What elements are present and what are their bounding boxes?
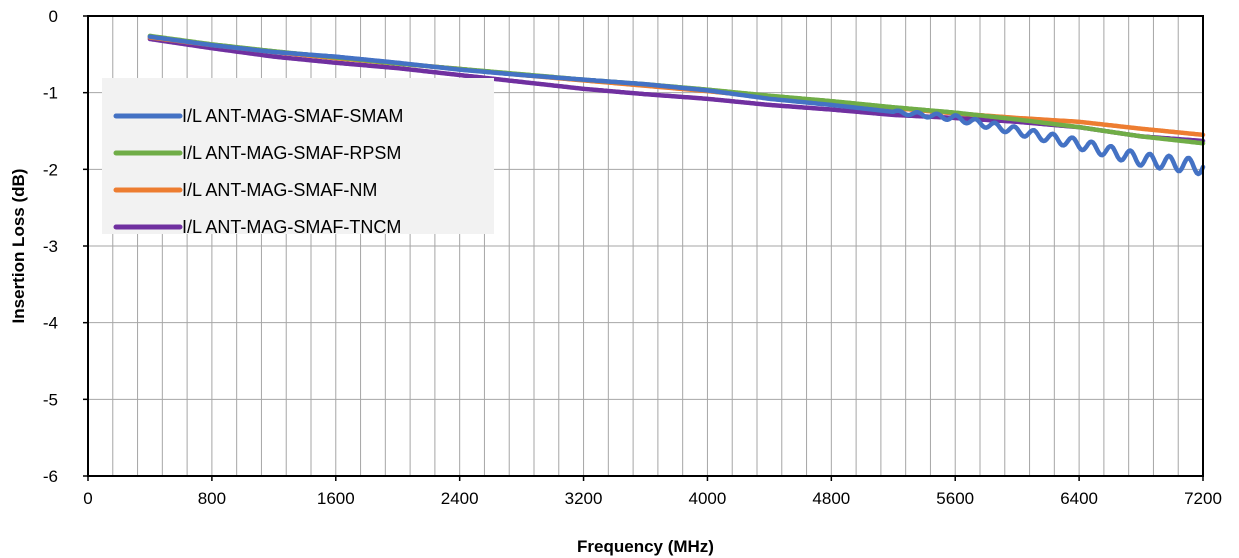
- legend-label: I/L ANT-MAG-SMAF-NM: [182, 180, 377, 200]
- legend-label: I/L ANT-MAG-SMAF-RPSM: [182, 143, 401, 163]
- x-tick-label: 6400: [1060, 489, 1098, 508]
- x-tick-label: 800: [198, 489, 226, 508]
- legend-entry: I/L ANT-MAG-SMAF-RPSM: [113, 143, 401, 163]
- x-tick-label: 7200: [1184, 489, 1222, 508]
- x-tick-label: 2400: [441, 489, 479, 508]
- y-axis-title: Insertion Loss (dB): [9, 169, 28, 324]
- y-tick-label: -4: [43, 314, 58, 333]
- x-tick-label: 4000: [689, 489, 727, 508]
- x-tick-label: 1600: [317, 489, 355, 508]
- tick-labels: 0 800 1600 2400 3200 4000 4800 5600 6400 7200 0 -1 -…: [43, 7, 1222, 508]
- x-tick-label: 3200: [565, 489, 603, 508]
- legend-entry: I/L ANT-MAG-SMAF-NM: [113, 180, 377, 200]
- y-tick-label: -2: [43, 160, 58, 179]
- x-tick-label: 5600: [936, 489, 974, 508]
- x-tick-label: 4800: [812, 489, 850, 508]
- x-tick-label: 0: [83, 489, 92, 508]
- legend-entry: I/L ANT-MAG-SMAF-TNCM: [113, 217, 401, 237]
- series-lines: [147, 33, 1206, 177]
- y-tick-label: -1: [43, 84, 58, 103]
- legend-label: I/L ANT-MAG-SMAF-TNCM: [182, 217, 401, 237]
- legend-entry: I/L ANT-MAG-SMAF-SMAM: [113, 106, 403, 126]
- legend-background: [102, 78, 494, 234]
- y-tick-label: 0: [49, 7, 58, 26]
- legend-label: I/L ANT-MAG-SMAF-SMAM: [182, 106, 403, 126]
- series-line: [147, 34, 1206, 177]
- x-axis-title: Frequency (MHz): [577, 537, 714, 556]
- legend: I/L ANT-MAG-SMAF-SMAM I/L ANT-MAG-SMAF-R…: [102, 78, 494, 237]
- y-tick-label: -6: [43, 467, 58, 486]
- y-tick-label: -3: [43, 237, 58, 256]
- y-tick-label: -5: [43, 390, 58, 409]
